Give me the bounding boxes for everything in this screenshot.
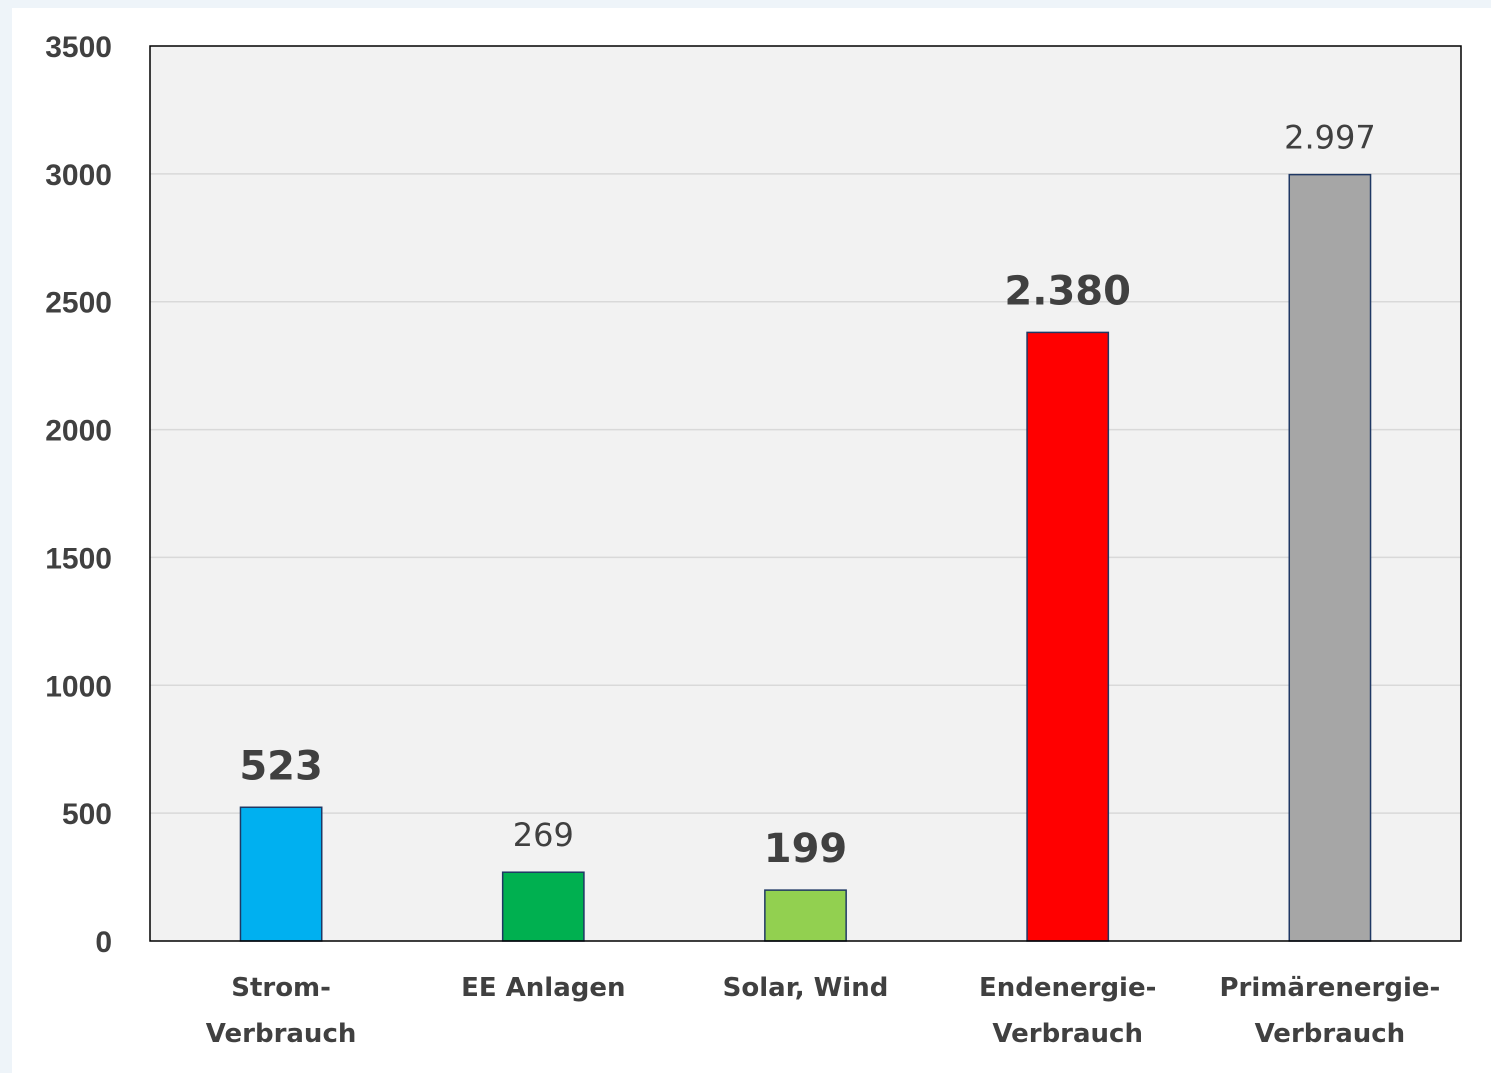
data-label: 2.380 [1004, 268, 1131, 314]
y-tick-label: 500 [62, 798, 112, 831]
x-axis-category-labels: Strom- Verbrauch EE Anlagen Solar, Wind Ende… [206, 973, 1440, 1049]
x-tick-label: Verbrauch [1255, 1019, 1406, 1049]
data-label: 199 [764, 826, 848, 872]
gridlines [150, 173, 1461, 814]
y-tick-label: 2000 [45, 415, 112, 448]
page-top-edge [0, 0, 1491, 8]
bar [764, 889, 847, 942]
bars [239, 173, 1372, 942]
y-tick-label: 1500 [45, 542, 112, 575]
y-tick-label: 0 [95, 926, 112, 959]
x-tick-label: Verbrauch [206, 1019, 357, 1049]
y-tick-label: 1000 [45, 670, 112, 703]
bar [1288, 173, 1372, 942]
bar [501, 871, 585, 942]
data-label: 269 [513, 816, 574, 854]
y-tick-label: 3500 [45, 31, 112, 64]
data-label: 2.997 [1284, 119, 1376, 157]
y-tick-label: 2500 [45, 287, 112, 320]
plot-area [150, 46, 1461, 941]
bar [239, 806, 323, 942]
bar [1026, 331, 1110, 942]
x-tick-label: EE Anlagen [461, 973, 625, 1003]
page-left-edge [0, 0, 12, 1073]
x-tick-label: Primärenergie- [1220, 973, 1441, 1003]
data-label: 523 [239, 743, 323, 789]
x-tick-label: Strom- [231, 973, 331, 1003]
data-labels: 523 269 199 2.380 2.997 [239, 119, 1375, 872]
plot-frame [149, 45, 1462, 942]
x-tick-label: Verbrauch [992, 1019, 1143, 1049]
x-tick-label: Solar, Wind [723, 973, 889, 1003]
y-axis-ticks: 0 500 1000 1500 2000 2500 3000 3500 [45, 31, 112, 959]
x-tick-label: Endenergie- [979, 973, 1156, 1003]
y-tick-label: 3000 [45, 159, 112, 192]
